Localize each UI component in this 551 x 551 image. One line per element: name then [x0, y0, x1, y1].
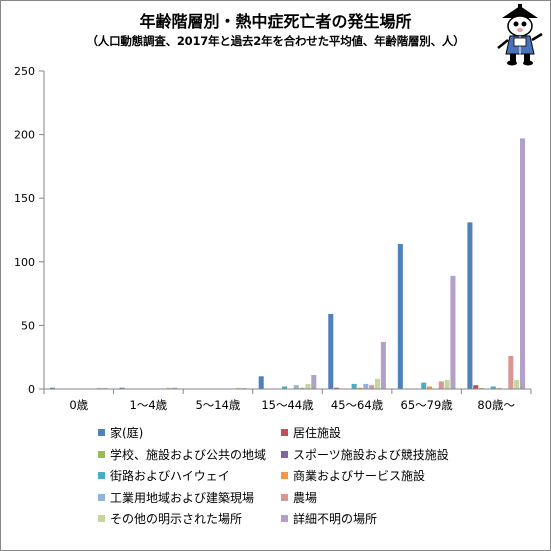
chart-subtitle: （人口動態調査、2017年と過去2年を合わせた平均値、年齢階層別、人） — [86, 34, 465, 48]
bar-9-1 — [96, 387, 102, 389]
y-tick-label: 100 — [14, 256, 35, 269]
bar-1-6 — [397, 243, 403, 389]
bar-10-6 — [450, 275, 456, 389]
bar-series-group — [49, 138, 526, 389]
legend-swatch — [98, 515, 105, 522]
legend-label: 居住施設 — [293, 426, 342, 440]
y-tick-label: 250 — [14, 65, 35, 78]
x-tick-label: 15～44歳 — [261, 398, 314, 412]
x-tick-label: 0歳 — [69, 398, 88, 412]
legend-label: 工業用地域および建築現場 — [110, 490, 255, 505]
bar-1-5 — [328, 313, 334, 389]
bar-10-7 — [519, 138, 526, 389]
legend-swatch — [98, 450, 105, 458]
bar-8-5 — [369, 385, 375, 389]
y-tick-label: 0 — [28, 383, 35, 396]
x-tick-label: 80歳～ — [477, 398, 515, 412]
legend-label: スポーツ施設および競技施設 — [293, 447, 449, 462]
x-tick-label: 45～64歳 — [331, 398, 384, 412]
legend-swatch — [281, 515, 288, 522]
bar-2-5 — [334, 387, 340, 389]
bar-6-5 — [357, 387, 363, 389]
bar-1-1 — [49, 387, 56, 389]
legend-swatch — [281, 450, 288, 458]
y-tick-label: 150 — [14, 192, 35, 205]
legend-swatch — [281, 472, 288, 479]
bar-7-4 — [293, 385, 299, 389]
bar-10-2 — [172, 387, 178, 389]
legend-label: 街路およびハイウェイ — [110, 469, 230, 483]
bar-6-6 — [427, 386, 433, 389]
bar-5-7 — [490, 386, 496, 389]
x-tick-label: 65～79歳 — [401, 398, 454, 412]
y-tick-label: 200 — [14, 129, 35, 142]
chart-title: 年齢階層別・熱中症死亡者の発生場所 — [139, 12, 412, 31]
legend-label: 詳細不明の場所 — [293, 512, 378, 526]
x-tick-label: 1～4歳 — [130, 398, 168, 412]
legend-label: 家(庭) — [110, 426, 144, 440]
legend-swatch — [281, 493, 288, 501]
bar-9-3 — [235, 387, 241, 389]
bar-8-4 — [299, 387, 305, 389]
mascot-logo-icon — [497, 4, 543, 66]
bar-10-4 — [311, 375, 317, 389]
x-axis: 0歳 1～4歳 5～14歳 15～44歳 45～64歳 65～79歳 80歳～ — [43, 388, 532, 412]
legend-swatch — [98, 429, 105, 436]
bar-9-6 — [444, 380, 450, 389]
bar-9-7 — [514, 380, 520, 389]
legend-label: 商業およびサービス施設 — [293, 469, 426, 483]
y-axis: 0 50 100 150 200 250 — [14, 65, 45, 396]
bar-1-7 — [467, 222, 473, 389]
legend-label: 農場 — [293, 490, 318, 505]
bar-1-4 — [258, 376, 264, 389]
bar-9-5 — [375, 378, 381, 389]
bar-5-6 — [421, 382, 427, 389]
bar-2-7 — [473, 385, 479, 389]
legend-label: 学校、施設および公共の地域 — [110, 447, 267, 462]
y-tick-label: 50 — [21, 319, 35, 332]
legend-label: その他の明示された場所 — [110, 512, 243, 526]
bar-7-5 — [363, 383, 369, 389]
bar-5-4 — [282, 386, 288, 389]
legend-swatch — [98, 493, 105, 501]
bar-9-4 — [305, 383, 311, 389]
x-tick-label: 5～14歳 — [195, 398, 240, 412]
bar-8-7 — [508, 355, 514, 389]
bar-8-6 — [438, 381, 444, 389]
legend-swatch — [98, 472, 105, 479]
legend-swatch — [281, 429, 288, 436]
bar-1-2 — [119, 387, 125, 389]
bar-9-2 — [166, 387, 172, 389]
bar-10-5 — [380, 341, 386, 389]
bar-5-5 — [351, 383, 357, 389]
